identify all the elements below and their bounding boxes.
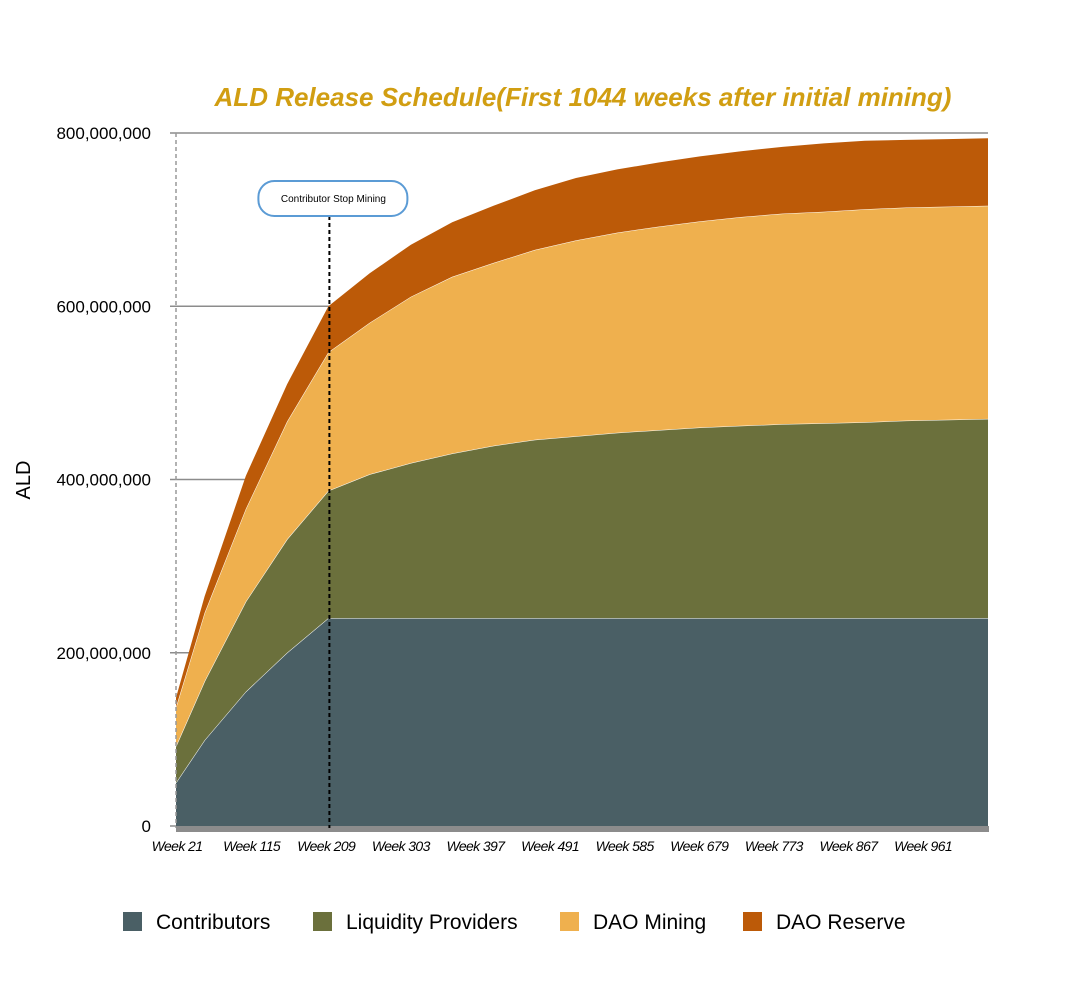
annotation-text: Contributor Stop Mining — [281, 194, 386, 205]
legend-item-dao-reserve: DAO Reserve — [743, 911, 906, 934]
legend-swatch — [313, 912, 332, 931]
x-tick-label: Week 491 — [521, 838, 579, 854]
y-axis-ticks: 0 200,000,000 400,000,000 600,000,000 800,00… — [56, 124, 151, 836]
legend-label: DAO Reserve — [776, 911, 906, 934]
y-tick-label: 0 — [142, 817, 151, 836]
x-tick-label: Week 679 — [670, 838, 729, 854]
legend-swatch — [743, 912, 762, 931]
area-contributors — [176, 618, 988, 826]
legend-swatch — [560, 912, 579, 931]
x-tick-label: Week 773 — [745, 838, 804, 854]
x-axis-ticks: Week 21 Week 115 Week 209 Week 303 Week 397 W… — [152, 838, 953, 854]
x-tick-label: Week 209 — [297, 838, 356, 854]
x-tick-label: Week 867 — [820, 838, 880, 854]
x-tick-label: Week 585 — [596, 838, 655, 854]
stacked-areas — [175, 138, 989, 826]
area-dao-reserve — [176, 138, 988, 708]
y-tick-label: 400,000,000 — [56, 471, 151, 490]
chart-title: ALD Release Schedule(First 1044 weeks af… — [214, 82, 952, 112]
x-axis-bar — [176, 826, 989, 832]
annotation-box — [257, 180, 409, 217]
x-tick-label: Week 961 — [894, 838, 952, 854]
legend-item-dao-mining: DAO Mining — [560, 911, 706, 934]
legend-label: Liquidity Providers — [346, 911, 518, 934]
x-tick-label: Week 115 — [223, 838, 281, 854]
y-tick-label: 800,000,000 — [56, 124, 151, 143]
area-dao-mining — [176, 205, 988, 747]
annotation-contributor-stop: Contributor Stop Mining — [257, 180, 409, 828]
x-tick-label: Week 21 — [152, 838, 203, 854]
y-tick-label: 200,000,000 — [56, 644, 151, 663]
x-tick-label: Week 397 — [446, 838, 506, 854]
legend-item-liquidity-providers: Liquidity Providers — [313, 911, 518, 934]
x-tick-label: Week 303 — [372, 838, 431, 854]
legend: Contributors Liquidity Providers DAO Minin… — [123, 911, 906, 934]
legend-swatch — [123, 912, 142, 931]
y-tick-label: 600,000,000 — [56, 297, 151, 316]
legend-label: DAO Mining — [593, 911, 706, 934]
legend-label: Contributors — [156, 911, 270, 934]
area-liquidity-providers — [176, 418, 988, 783]
legend-item-contributors: Contributors — [123, 911, 270, 934]
y-axis-label: ALD — [13, 461, 35, 500]
